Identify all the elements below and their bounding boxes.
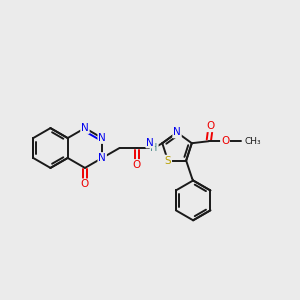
Text: N: N (81, 123, 89, 133)
Text: N: N (98, 153, 106, 163)
Text: O: O (207, 121, 215, 131)
Text: O: O (133, 160, 141, 170)
Text: O: O (221, 136, 229, 146)
Text: O: O (81, 179, 89, 189)
Text: N: N (146, 137, 154, 148)
Text: S: S (165, 156, 171, 166)
Text: H: H (151, 143, 158, 153)
Text: N: N (98, 133, 106, 143)
Text: CH₃: CH₃ (244, 137, 261, 146)
Text: N: N (173, 128, 181, 137)
